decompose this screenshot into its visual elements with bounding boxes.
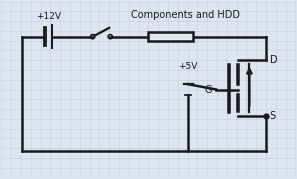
Text: S: S bbox=[270, 111, 276, 121]
Text: Components and HDD: Components and HDD bbox=[131, 11, 240, 20]
Text: +5V: +5V bbox=[178, 62, 198, 71]
Text: D: D bbox=[270, 55, 277, 65]
Text: G: G bbox=[204, 84, 212, 95]
Text: +12V: +12V bbox=[36, 12, 61, 21]
Bar bbox=[148, 32, 193, 41]
